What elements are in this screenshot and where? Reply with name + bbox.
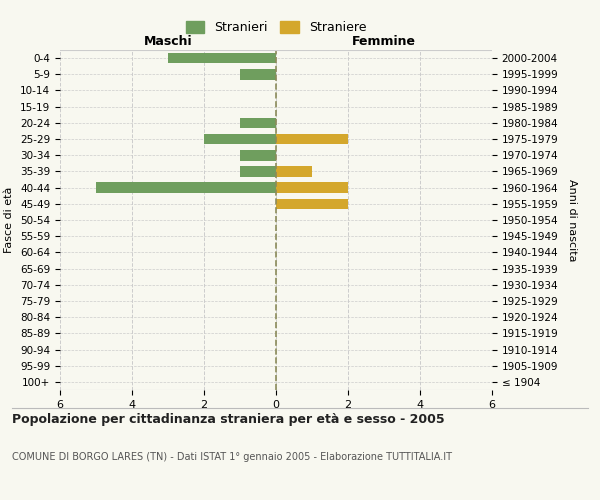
Text: Maschi: Maschi xyxy=(143,34,193,48)
Text: Popolazione per cittadinanza straniera per età e sesso - 2005: Popolazione per cittadinanza straniera p… xyxy=(12,412,445,426)
Legend: Stranieri, Straniere: Stranieri, Straniere xyxy=(181,16,371,40)
Y-axis label: Anni di nascita: Anni di nascita xyxy=(567,179,577,261)
Bar xyxy=(276,198,348,209)
Bar xyxy=(168,53,276,64)
Text: COMUNE DI BORGO LARES (TN) - Dati ISTAT 1° gennaio 2005 - Elaborazione TUTTITALI: COMUNE DI BORGO LARES (TN) - Dati ISTAT … xyxy=(12,452,452,462)
Bar xyxy=(96,182,276,193)
Bar xyxy=(240,69,276,80)
Bar xyxy=(276,134,348,144)
Bar xyxy=(276,182,348,193)
Text: Femmine: Femmine xyxy=(352,34,416,48)
Y-axis label: Fasce di età: Fasce di età xyxy=(4,187,14,253)
Bar xyxy=(240,118,276,128)
Bar xyxy=(276,166,312,176)
Bar xyxy=(240,150,276,160)
Bar xyxy=(204,134,276,144)
Bar xyxy=(240,166,276,176)
